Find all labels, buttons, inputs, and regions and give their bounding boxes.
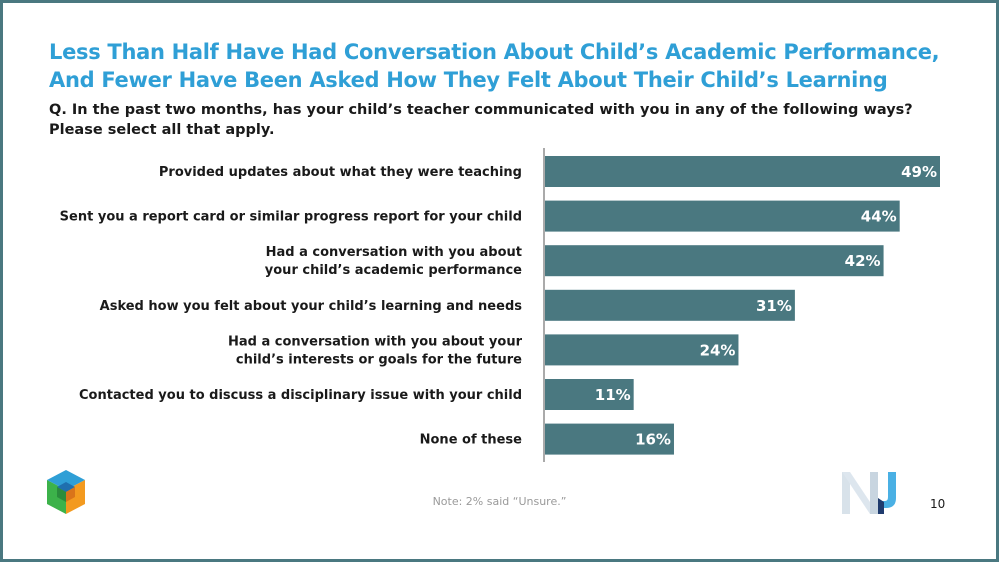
category-label-line: Asked how you felt about your child’s le… [100,299,523,314]
bar-0 [545,156,940,187]
bar-value-label-6: 16% [635,431,671,449]
bar-2 [545,245,884,277]
category-label-4: Had a conversation with you about your ch… [228,334,523,367]
category-label-line: your child’s academic performance [265,263,522,278]
category-label-line: Had a conversation with you about [266,245,522,260]
category-label-1: Sent you a report card or similar progre… [60,210,522,225]
survey-question: Q. In the past two months, has your chil… [49,100,979,140]
bar-6 [545,423,674,455]
category-label-3: Asked how you felt about your child’s le… [100,299,523,314]
footnote: Note: 2% said “Unsure.” [432,495,567,508]
slide-title: Less Than Half Have Had Conversation Abo… [49,38,979,94]
category-label-line: Provided updates about what they were te… [159,165,522,180]
bar-5 [545,379,634,410]
bar-value-label-3: 31% [756,297,792,315]
page-number: 10 [930,497,946,511]
bar-value-label-0: 49% [901,163,937,181]
bars-group: 49% Provided updates about what they were… [60,156,940,455]
bar-4 [545,334,739,366]
bar-value-label-4: 24% [700,341,736,359]
category-label-line: Contacted you to discuss a disciplinary … [79,388,522,403]
category-label-6: None of these [420,433,523,448]
bar-value-label-2: 42% [845,252,881,270]
np-logo [842,472,896,514]
title-line-2: And Fewer Have Been Asked How They Felt … [49,68,888,92]
title-line-1: Less Than Half Have Had Conversation Abo… [49,40,940,64]
category-label-line: child’s interests or goals for the futur… [236,352,522,367]
bar-value-label-5: 11% [595,386,631,404]
category-label-line: Sent you a report card or similar progre… [60,210,522,225]
question-line-1: Q. In the past two months, has your chil… [49,102,913,118]
category-label-line: Had a conversation with you about your [228,334,523,349]
bar-chart: 49% Provided updates about what they were… [60,148,940,462]
cube-logo [47,470,85,514]
category-label-line: None of these [420,433,523,448]
category-label-2: Had a conversation with you about your ch… [265,245,522,278]
bar-1 [545,200,900,232]
category-label-0: Provided updates about what they were te… [159,165,522,180]
question-line-2: Please select all that apply. [49,122,275,138]
bar-value-label-1: 44% [861,208,897,226]
category-label-5: Contacted you to discuss a disciplinary … [79,388,522,403]
bar-3 [545,289,795,321]
